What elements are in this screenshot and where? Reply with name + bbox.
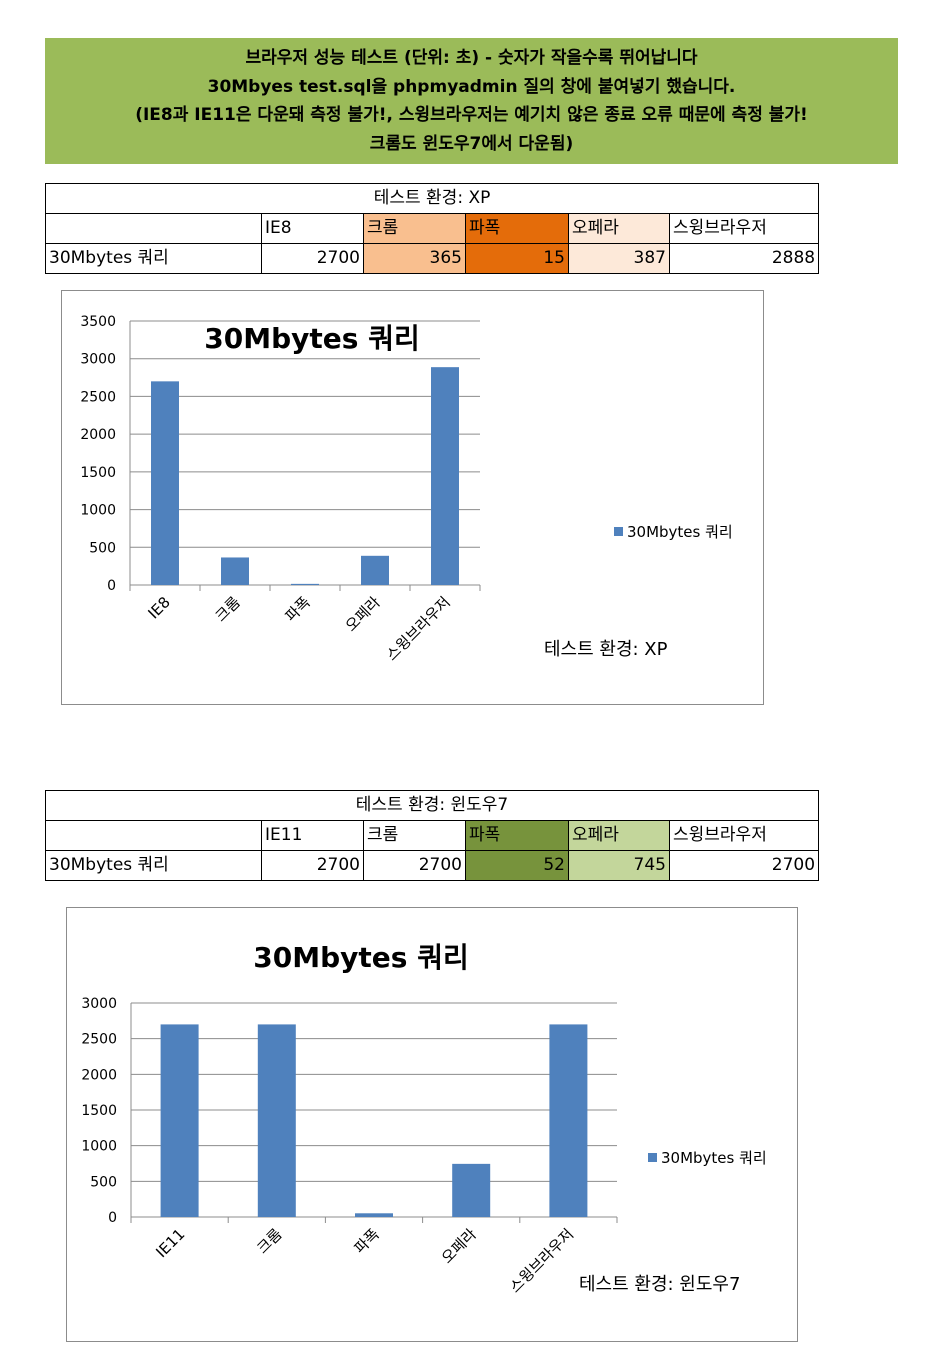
- banner-line-4: 크롬도 윈도우7에서 다운됨): [369, 133, 574, 154]
- bar: [355, 1213, 393, 1217]
- y-tick-label: 2500: [81, 1032, 117, 1048]
- chart-annotation: 테스트 환경: 윈도우7: [579, 1274, 740, 1295]
- value-cell-opera: 387: [568, 243, 670, 274]
- y-tick-label: 0: [108, 1210, 117, 1226]
- x-tick-label: 파폭: [351, 1225, 383, 1257]
- row-label: 30Mbytes 쿼리: [45, 243, 262, 274]
- bar: [549, 1024, 588, 1217]
- header-cell-firefox: 파폭: [465, 820, 569, 851]
- x-tick-label: 크롬: [253, 1225, 285, 1257]
- y-tick-label: 1500: [80, 465, 116, 481]
- y-tick-label: 2500: [80, 389, 116, 405]
- value-cell-swing: 2888: [668, 243, 820, 274]
- banner-line-2: 30Mbyes test.sql을 phpmyadmin 질의 창에 붙여넣기 …: [207, 76, 736, 97]
- value-cell-opera: 745: [568, 850, 670, 881]
- table-title: 테스트 환경: 윈도우7: [44, 790, 820, 821]
- chart-win7: 0 500 1000 1500 2000 2500 3000 IE11 크롬 파폭 오페라 스윙브라우…: [66, 907, 798, 1342]
- table-row: 30Mbytes 쿼리 2700 2700 52 745 2700: [45, 850, 820, 881]
- results-table-win7: 테스트 환경: 윈도우7 IE11 크롬 파폭 오페라 스윙브라우저 30Mby…: [44, 790, 820, 881]
- header-cell-chrome: 크롬: [363, 820, 466, 851]
- header-cell-chrome: 크롬: [363, 213, 466, 244]
- y-tick-label: 0: [107, 578, 116, 594]
- value-cell-chrome: 365: [363, 243, 466, 274]
- y-tick-label: 2000: [81, 1067, 117, 1083]
- value-cell-ie8: 2700: [261, 243, 364, 274]
- y-tick-label: 1500: [81, 1103, 117, 1119]
- bar: [221, 557, 249, 585]
- x-tick-label: 오페라: [438, 1225, 480, 1267]
- row-label: 30Mbytes 쿼리: [45, 850, 262, 881]
- value-cell-firefox: 15: [465, 243, 569, 274]
- x-tick-label: IE11: [152, 1225, 188, 1261]
- legend-swatch: [614, 527, 623, 536]
- table-header-row: IE11 크롬 파폭 오페라 스윙브라우저: [45, 820, 820, 851]
- bar: [291, 583, 319, 585]
- chart-title: 30Mbytes 쿼리: [253, 941, 468, 974]
- bar: [452, 1163, 491, 1217]
- chart-win7-svg: 0 500 1000 1500 2000 2500 3000 IE11 크롬 파폭 오페라 스윙브라우…: [81, 941, 767, 1296]
- x-tick-label: IE8: [145, 593, 174, 622]
- x-tick-label: 오페라: [342, 593, 384, 635]
- legend-swatch: [648, 1153, 657, 1162]
- header-cell-opera: 오페라: [568, 213, 670, 244]
- y-tick-label: 1000: [80, 503, 116, 519]
- y-tick-label: 2000: [80, 427, 116, 443]
- table-row: 30Mbytes 쿼리 2700 365 15 387 2888: [45, 243, 820, 274]
- header-cell-opera: 오페라: [568, 820, 670, 851]
- header-cell-swing: 스윙브라우저: [668, 213, 820, 244]
- bar: [160, 1024, 199, 1217]
- x-tick-label: 스윙브라우저: [383, 593, 454, 664]
- bar: [361, 555, 389, 585]
- y-tick-label: 1000: [81, 1139, 117, 1155]
- header-cell-blank: [45, 213, 262, 244]
- header-cell-swing: 스윙브라우저: [668, 820, 820, 851]
- results-table-xp: 테스트 환경: XP IE8 크롬 파폭 오페라 스윙브라우저 30Mbytes…: [44, 183, 820, 274]
- y-tick-label: 3000: [80, 352, 116, 368]
- header-cell-blank: [45, 820, 262, 851]
- y-tick-label: 500: [90, 1174, 117, 1190]
- y-tick-label: 500: [89, 540, 116, 556]
- bar: [151, 381, 179, 585]
- x-tick-label: 크롬: [212, 593, 244, 625]
- header-cell-ie8: IE8: [261, 213, 364, 244]
- bar: [431, 367, 459, 585]
- banner-line-3: (IE8과 IE11은 다운돼 측정 불가!, 스윙브라우저는 예기치 않은 종…: [135, 105, 808, 125]
- table-header-row: IE8 크롬 파폭 오페라 스윙브라우저: [45, 213, 820, 244]
- chart-title: 30Mbytes 쿼리: [204, 322, 419, 355]
- value-cell-firefox: 52: [465, 850, 569, 881]
- x-tick-label: 파폭: [282, 593, 314, 625]
- chart-xp: 0 500 1000 1500 2000 2500 3000 3500 IE8 크롬 파폭 오페라 스윙…: [61, 290, 764, 705]
- table-title: 테스트 환경: XP: [44, 183, 820, 214]
- header-cell-ie11: IE11: [261, 820, 364, 851]
- header-banner: 브라우저 성능 테스트 (단위: 초) - 숫자가 작을수록 뛰어납니다 30M…: [45, 38, 898, 164]
- y-tick-label: 3500: [80, 314, 116, 330]
- value-cell-ie11: 2700: [261, 850, 364, 881]
- value-cell-swing: 2700: [668, 850, 820, 881]
- y-tick-label: 3000: [81, 996, 117, 1012]
- bar: [257, 1024, 296, 1217]
- chart-annotation: 테스트 환경: XP: [544, 639, 668, 660]
- chart-xp-svg: 0 500 1000 1500 2000 2500 3000 3500 IE8 크롬 파폭 오페라스윙…: [80, 314, 733, 664]
- legend-label: 30Mbytes 쿼리: [661, 1149, 767, 1167]
- legend-label: 30Mbytes 쿼리: [627, 523, 733, 541]
- x-tick-label: 스윙브라우저: [506, 1225, 577, 1296]
- header-cell-firefox: 파폭: [465, 213, 569, 244]
- banner-line-1: 브라우저 성능 테스트 (단위: 초) - 숫자가 작을수록 뛰어납니다: [245, 48, 698, 68]
- value-cell-chrome: 2700: [363, 850, 466, 881]
